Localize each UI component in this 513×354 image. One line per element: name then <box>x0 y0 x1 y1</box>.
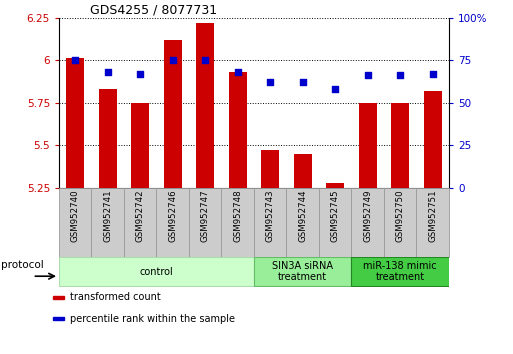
Bar <box>66 58 84 188</box>
Bar <box>229 72 247 188</box>
Bar <box>391 103 409 188</box>
Text: SIN3A siRNA
treatment: SIN3A siRNA treatment <box>272 261 333 282</box>
Bar <box>164 40 182 188</box>
FancyBboxPatch shape <box>59 257 254 286</box>
FancyBboxPatch shape <box>351 188 384 257</box>
FancyBboxPatch shape <box>254 188 286 257</box>
Bar <box>424 91 442 188</box>
Bar <box>53 296 64 299</box>
Text: GDS4255 / 8077731: GDS4255 / 8077731 <box>90 4 218 17</box>
Text: GSM952748: GSM952748 <box>233 190 242 242</box>
Bar <box>131 103 149 188</box>
Text: GSM952746: GSM952746 <box>168 190 177 242</box>
Point <box>364 73 372 78</box>
Text: protocol: protocol <box>1 260 44 270</box>
Text: GSM952751: GSM952751 <box>428 190 437 242</box>
Text: GSM952740: GSM952740 <box>71 190 80 242</box>
Bar <box>196 23 214 188</box>
Text: GSM952745: GSM952745 <box>331 190 340 242</box>
Text: GSM952744: GSM952744 <box>298 190 307 242</box>
Point <box>233 69 242 75</box>
Text: percentile rank within the sample: percentile rank within the sample <box>70 314 234 324</box>
Text: control: control <box>140 267 173 277</box>
FancyBboxPatch shape <box>351 257 449 286</box>
Text: GSM952747: GSM952747 <box>201 190 210 242</box>
Bar <box>359 103 377 188</box>
Bar <box>53 317 64 320</box>
FancyBboxPatch shape <box>417 188 449 257</box>
Text: transformed count: transformed count <box>70 292 161 302</box>
FancyBboxPatch shape <box>91 188 124 257</box>
Point <box>331 86 339 92</box>
Point <box>396 73 404 78</box>
FancyBboxPatch shape <box>156 188 189 257</box>
Point <box>71 57 80 63</box>
FancyBboxPatch shape <box>189 188 222 257</box>
Bar <box>99 89 116 188</box>
FancyBboxPatch shape <box>124 188 156 257</box>
FancyBboxPatch shape <box>286 188 319 257</box>
FancyBboxPatch shape <box>319 188 351 257</box>
Text: GSM952749: GSM952749 <box>363 190 372 242</box>
FancyBboxPatch shape <box>254 257 351 286</box>
Point <box>169 57 177 63</box>
FancyBboxPatch shape <box>59 188 91 257</box>
Text: GSM952741: GSM952741 <box>103 190 112 242</box>
Point <box>428 71 437 76</box>
Bar <box>326 183 344 188</box>
Text: miR-138 mimic
treatment: miR-138 mimic treatment <box>363 261 437 282</box>
Bar <box>294 154 311 188</box>
Bar <box>261 150 279 188</box>
Point <box>201 57 209 63</box>
FancyBboxPatch shape <box>384 188 417 257</box>
Text: GSM952750: GSM952750 <box>396 190 405 242</box>
Point <box>104 69 112 75</box>
Text: GSM952742: GSM952742 <box>136 190 145 242</box>
FancyBboxPatch shape <box>222 188 254 257</box>
Text: GSM952743: GSM952743 <box>266 190 274 242</box>
Point <box>299 79 307 85</box>
Point <box>136 71 144 76</box>
Point <box>266 79 274 85</box>
